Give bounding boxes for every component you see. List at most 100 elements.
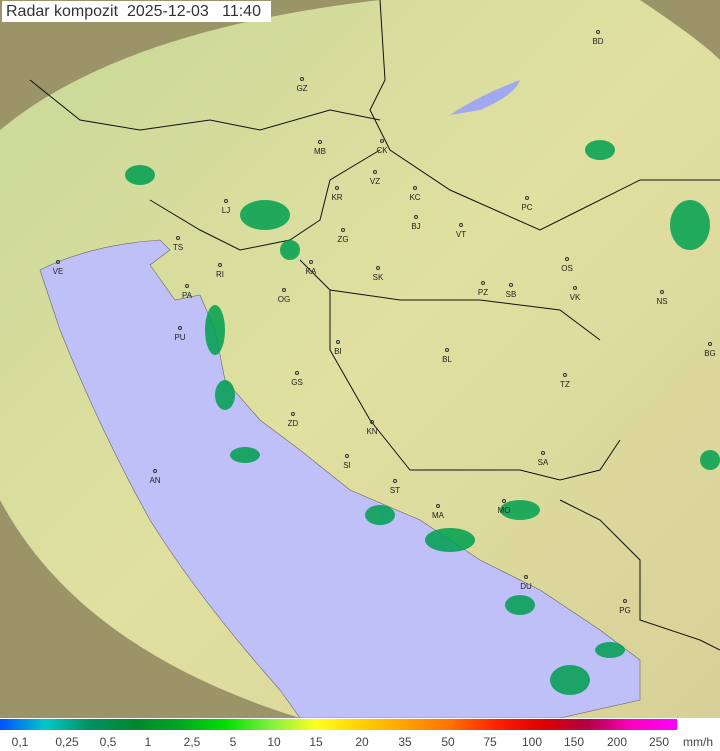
legend-label: 1 <box>144 735 152 749</box>
city-label: AN <box>149 476 160 485</box>
precip-echo <box>365 505 395 525</box>
city-label: TS <box>173 243 183 252</box>
precip-echo <box>500 500 540 520</box>
legend-label: 100 <box>521 735 543 749</box>
precip-echo <box>280 240 300 260</box>
city-kc: KC <box>409 186 421 202</box>
city-marker-icon <box>380 139 384 143</box>
city-label: VZ <box>370 177 380 186</box>
city-label: SI <box>343 461 351 470</box>
city-sb: SB <box>506 283 517 299</box>
legend-label: 20 <box>355 735 369 749</box>
city-marker-icon <box>318 140 322 144</box>
city-label: BJ <box>411 222 420 231</box>
city-tz: TZ <box>560 373 570 389</box>
city-label: NS <box>656 297 667 306</box>
city-pz: PZ <box>478 281 488 297</box>
city-marker-icon <box>153 469 157 473</box>
legend-label: 0,5 <box>99 735 117 749</box>
city-sk: SK <box>373 266 384 282</box>
precip-echo <box>125 165 155 185</box>
legend-label: 0,25 <box>55 735 79 749</box>
city-zd: ZD <box>288 412 299 428</box>
city-marker-icon <box>309 260 313 264</box>
city-vk: VK <box>570 286 581 302</box>
city-ve: VE <box>53 260 63 276</box>
city-label: ZD <box>288 419 299 428</box>
city-marker-icon <box>525 196 529 200</box>
legend-unit: mm/h <box>683 735 713 749</box>
precip-echo <box>230 447 260 463</box>
city-label: SB <box>506 290 517 299</box>
city-marker-icon <box>224 199 228 203</box>
city-label: BL <box>442 355 452 364</box>
city-ka: KA <box>306 260 317 276</box>
map-title: Radar kompozit 2025-12-03 11:40 <box>2 1 271 22</box>
precip-echo <box>205 305 225 355</box>
city-marker-icon <box>176 236 180 240</box>
city-marker-icon <box>376 266 380 270</box>
city-pc: PC <box>521 196 533 212</box>
city-pa: PA <box>182 284 193 300</box>
city-label: PC <box>521 203 532 212</box>
city-label: MB <box>314 147 326 156</box>
city-label: MO <box>498 506 511 515</box>
city-og: OG <box>278 288 290 304</box>
city-marker-icon <box>56 260 60 264</box>
city-marker-icon <box>708 342 712 346</box>
city-marker-icon <box>573 286 577 290</box>
city-mb: MB <box>314 140 326 156</box>
city-marker-icon <box>414 215 418 219</box>
city-label: ST <box>390 486 400 495</box>
city-marker-icon <box>565 257 569 261</box>
radar-map[interactable]: BD GZ MB CK VZ KR KC PC LJ ZG BJ VT TS VE KA SK OS NS RI PA… <box>0 0 720 718</box>
city-marker-icon <box>373 170 377 174</box>
city-label: KR <box>331 193 342 202</box>
city-marker-icon <box>178 326 182 330</box>
city-label: PU <box>174 333 185 342</box>
city-marker-icon <box>295 371 299 375</box>
city-marker-icon <box>563 373 567 377</box>
city-ns: NS <box>656 290 668 306</box>
city-label: RI <box>216 270 224 279</box>
city-label: CK <box>376 146 388 155</box>
precip-echo <box>240 200 290 230</box>
legend-label: 75 <box>483 735 497 749</box>
city-label: KN <box>366 427 377 436</box>
city-sa: SA <box>538 451 549 467</box>
precip-echo <box>215 380 235 410</box>
legend-label: 35 <box>398 735 412 749</box>
city-marker-icon <box>596 30 600 34</box>
city-mo: MO <box>498 499 511 515</box>
city-marker-icon <box>445 348 449 352</box>
city-vz: VZ <box>370 170 380 186</box>
city-os: OS <box>561 257 573 273</box>
legend-label: 200 <box>606 735 628 749</box>
city-marker-icon <box>341 228 345 232</box>
city-bd: BD <box>592 30 604 46</box>
city-ma: MA <box>432 504 445 520</box>
city-label: VK <box>570 293 581 302</box>
city-marker-icon <box>291 412 295 416</box>
city-zg: ZG <box>337 228 349 244</box>
city-marker-icon <box>370 420 374 424</box>
city-marker-icon <box>185 284 189 288</box>
city-label: PA <box>182 291 193 300</box>
legend-labels: 0,1 0,25 0,5 1 2,5 5 10 15 20 35 50 75 100 150 200 250 m… <box>0 735 720 751</box>
city-du: DU <box>520 575 532 591</box>
city-gs: GS <box>291 371 303 387</box>
city-bj: BJ <box>411 215 421 231</box>
legend-label: 10 <box>267 735 281 749</box>
city-marker-icon <box>218 263 222 267</box>
precipitation-echoes <box>125 140 720 695</box>
city-label: PZ <box>478 288 488 297</box>
city-label: DU <box>520 582 532 591</box>
city-label: BG <box>704 349 716 358</box>
precip-echo <box>425 528 475 552</box>
precip-echo <box>550 665 590 695</box>
city-lj: LJ <box>222 199 230 215</box>
precip-echo <box>700 450 720 470</box>
city-marker-icon <box>345 454 349 458</box>
legend-label: 0,1 <box>11 735 29 749</box>
city-kn: KN <box>366 420 378 436</box>
